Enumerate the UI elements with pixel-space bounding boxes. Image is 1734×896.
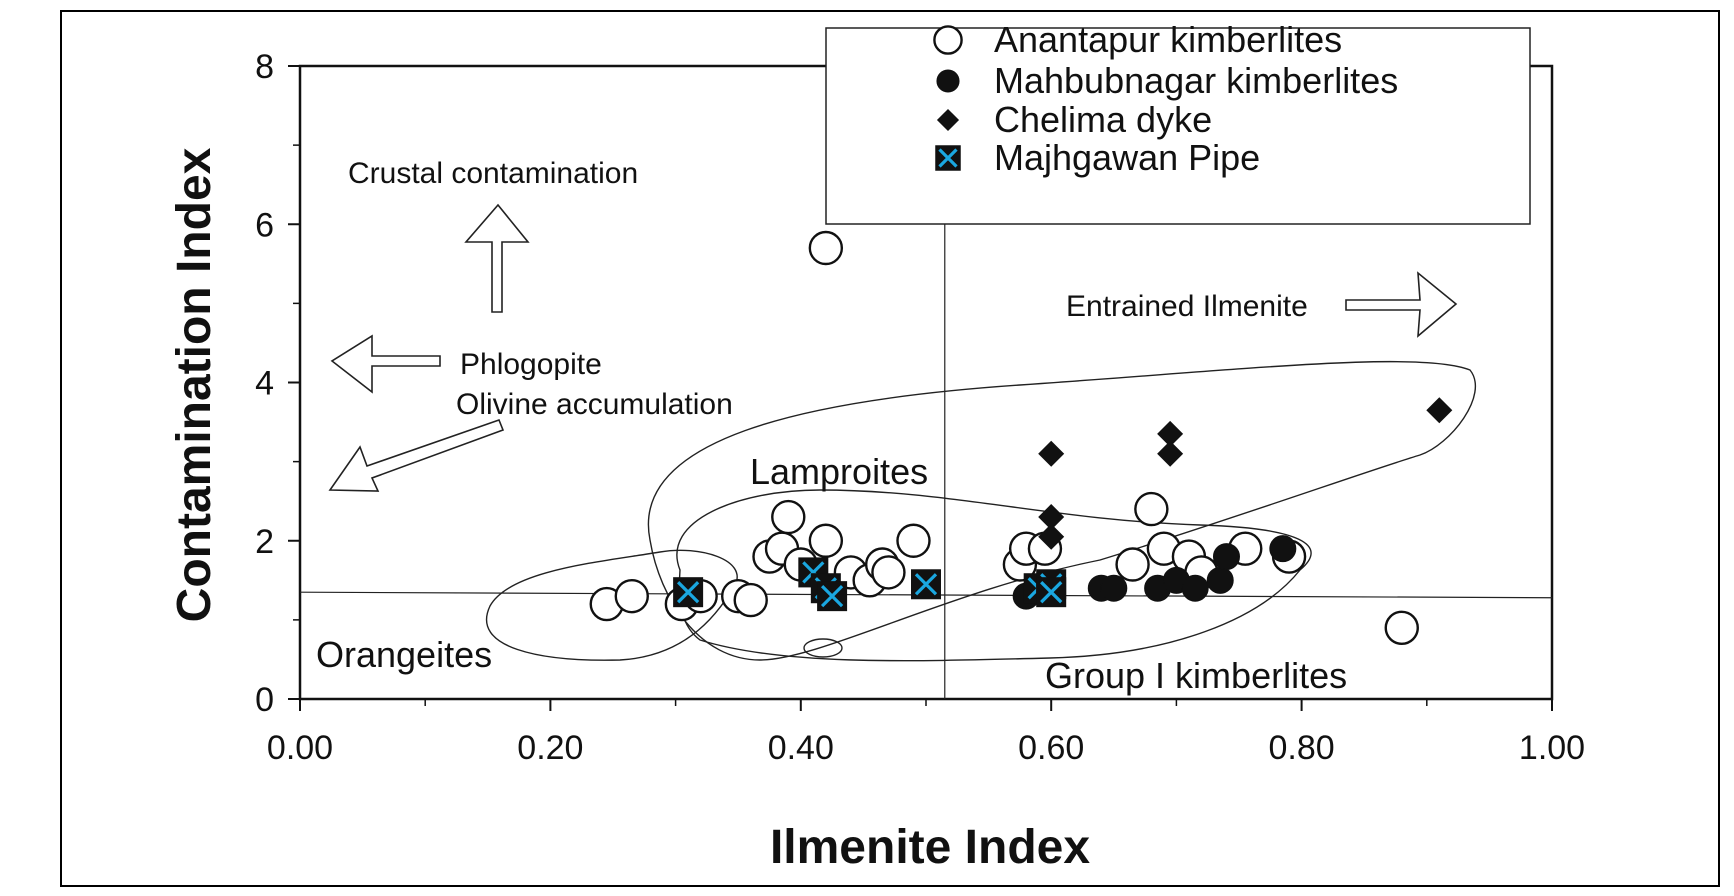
- crustal-label: Crustal contamination: [348, 157, 638, 190]
- anantapur-point: [1384, 610, 1419, 645]
- x-tick-label: 0.60: [1018, 729, 1084, 767]
- mahbubnagar-point: [1181, 574, 1209, 602]
- legend-marker-mahbubnagar: [936, 69, 960, 93]
- chelima-point: [1426, 397, 1453, 424]
- majhgawan-point: [911, 569, 941, 600]
- anantapur-point: [771, 499, 806, 535]
- y-tick-label: 6: [255, 206, 274, 244]
- chelima-point: [1038, 504, 1065, 531]
- x-tick-label: 0.20: [517, 729, 583, 767]
- group1-label: Group I kimberlites: [1045, 655, 1347, 696]
- series-chelima: [1038, 397, 1453, 550]
- legend-label-majhgawan: Majhgawan Pipe: [994, 137, 1260, 178]
- legend-label-chelima: Chelima dyke: [994, 99, 1212, 140]
- x-tick-label: 0.80: [1269, 729, 1335, 767]
- chelima-point: [1038, 440, 1065, 467]
- anantapur-point: [1134, 491, 1169, 527]
- chelima-point: [1038, 523, 1065, 550]
- orangeites-label: Orangeites: [316, 634, 492, 675]
- majhgawan-point: [817, 581, 848, 612]
- majhgawan-point: [1036, 577, 1067, 608]
- legend-marker-anantapur: [933, 25, 963, 55]
- anantapur-point: [808, 230, 844, 266]
- y-tick-label: 4: [255, 365, 274, 403]
- chelima-point: [1157, 420, 1184, 447]
- crustal-arrow: [464, 203, 530, 313]
- x-axis-title: Ilmenite Index: [770, 821, 1090, 874]
- phlogopite-label: Phlogopite: [460, 348, 602, 381]
- anantapur-point: [871, 555, 906, 590]
- legend-marker-majhgawan: [935, 145, 961, 171]
- x-tick-label: 1.00: [1519, 729, 1585, 767]
- x-tick-label: 0.40: [768, 729, 834, 767]
- mahbubnagar-point: [1269, 535, 1297, 563]
- legend-label-mahbubnagar: Mahbubnagar kimberlites: [994, 60, 1398, 101]
- y-tick-label: 0: [255, 681, 274, 719]
- olivine-arrow: [328, 418, 505, 492]
- lamproites-label: Lamproites: [750, 451, 928, 492]
- mahbubnagar-point: [1212, 543, 1240, 571]
- figure-frame: [60, 10, 1720, 887]
- anantapur-point: [1115, 547, 1150, 582]
- data-points: [589, 230, 1453, 645]
- anantapur-point: [733, 582, 768, 618]
- majhgawan-point: [673, 577, 704, 608]
- anantapur-point: [808, 523, 844, 558]
- axes: 0.00 0.20 0.40 0.60 0.80 1.00 0 2 4 6 8: [255, 48, 1585, 767]
- annotations: Crustal contamination Phlogopite Olivine…: [316, 157, 1458, 696]
- olivine-label: Olivine accumulation: [456, 388, 733, 421]
- phlogopite-arrow: [330, 334, 441, 394]
- chelima-point: [1157, 440, 1184, 467]
- anantapur-point: [614, 578, 649, 614]
- mahbubnagar-point: [1100, 574, 1128, 602]
- legend-marker-chelima: [936, 108, 960, 132]
- anantapur-point: [896, 523, 931, 558]
- series-majhgawan: [673, 557, 1067, 612]
- y-tick-label: 8: [255, 48, 274, 86]
- y-axis-title: Contamination Index: [168, 147, 221, 622]
- group1-field: [676, 489, 1312, 662]
- x-tick-label: 0.00: [267, 729, 333, 767]
- lamproites-field: [647, 360, 1477, 661]
- mahbubnagar-point: [1206, 566, 1234, 594]
- entrained-arrow: [1345, 271, 1458, 338]
- entrained-label: Entrained Ilmenite: [1066, 290, 1308, 323]
- y-tick-label: 2: [255, 523, 274, 561]
- small-field: [803, 638, 843, 658]
- legend-label-anantapur: Anantapur kimberlites: [994, 19, 1342, 60]
